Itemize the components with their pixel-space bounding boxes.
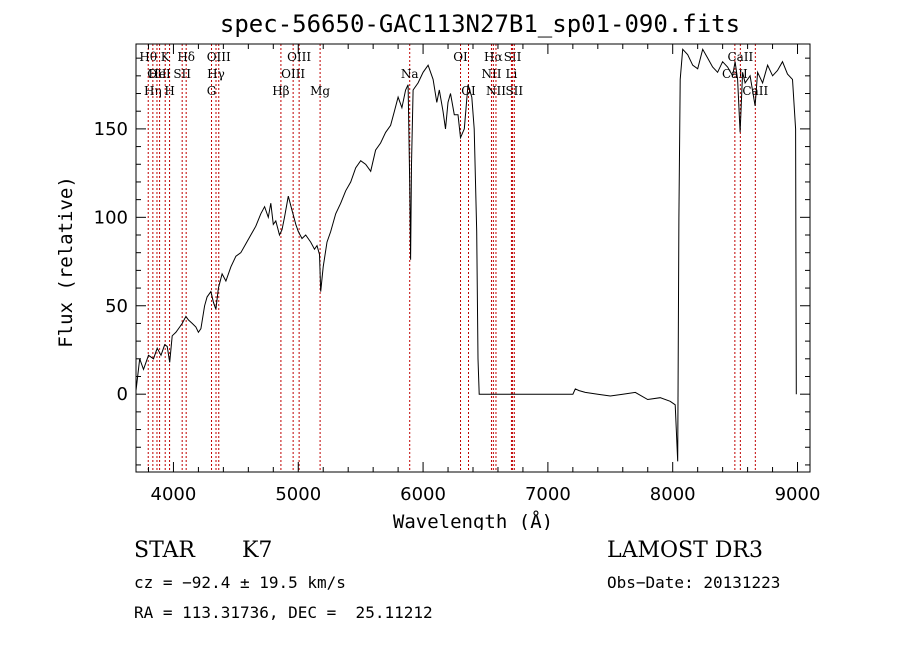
object-class: STAR [134, 538, 195, 563]
axis-ticks: 4000 5000 6000 7000 8000 9000 0 50 100 150 [94, 44, 821, 505]
redshift-info: cz = −92.4 ± 19.5 km/s [134, 573, 346, 592]
line-marker-label-24: CaII [722, 67, 748, 81]
line-marker-label-4: K [161, 50, 171, 64]
line-marker-label-14: Mg [310, 84, 330, 98]
x-tick-label-0: 4000 [151, 484, 197, 505]
survey-name: LAMOST DR3 [607, 538, 763, 563]
line-marker-label-18: NII [481, 67, 501, 81]
observation-date: Obs−Date: 20131223 [607, 573, 781, 592]
line-marker-label-17: OI [461, 84, 476, 98]
line-marker-label-13: OIII [287, 50, 311, 64]
y-tick-label-0: 0 [117, 384, 128, 405]
line-marker-label-5: H [164, 84, 174, 98]
line-marker-label-19: Hα [484, 50, 503, 64]
x-tick-label-3: 7000 [525, 484, 571, 505]
object-subclass: K7 [242, 538, 273, 563]
line-marker-label-1: Hη [144, 84, 162, 98]
y-tick-label-1: 50 [105, 296, 128, 317]
line-marker-label-22: SII [504, 50, 522, 64]
line-marker-label-2: OII [147, 67, 167, 81]
x-tick-label-5: 9000 [775, 484, 821, 505]
chart-title: spec-56650-GAC113N27B1_sp01-090.fits [220, 10, 740, 38]
line-marker-label-9: Hγ [207, 67, 225, 81]
y-tick-label-2: 100 [94, 207, 128, 228]
coordinates: RA = 113.31736, DEC = 25.11212 [134, 603, 433, 622]
line-marker-label-26: CaII [742, 84, 768, 98]
spectrum-chart: spec-56650-GAC113N27B1_sp01-090.fits HθH… [55, 10, 821, 530]
line-marker-label-8: G [207, 84, 217, 98]
line-marker-label-20: NII [486, 84, 506, 98]
line-marker-label-23: SII [505, 84, 523, 98]
x-tick-label-1: 5000 [275, 484, 321, 505]
x-tick-label-2: 6000 [400, 484, 446, 505]
line-marker-label-0: Hθ [139, 50, 157, 64]
line-marker-label-25: CaII [727, 50, 753, 64]
line-marker-label-3: HeI [148, 67, 171, 81]
y-tick-label-3: 150 [94, 119, 128, 140]
line-marker-label-15: Na [401, 67, 419, 81]
spectrum-line [135, 47, 797, 462]
line-marker-label-7: Hδ [177, 50, 195, 64]
line-marker-label-16: OI [453, 50, 468, 64]
x-axis-label: Wavelength (Å) [393, 510, 553, 530]
x-tick-label-4: 8000 [650, 484, 696, 505]
line-marker-label-11: Hβ [272, 84, 289, 98]
y-axis-label: Flux (relative) [55, 176, 77, 348]
line-marker-label-21: Li [506, 67, 518, 81]
line-marker-label-10: OIII [207, 50, 231, 64]
line-marker-label-6: SII [173, 67, 191, 81]
line-marker-label-12: OIII [281, 67, 305, 81]
